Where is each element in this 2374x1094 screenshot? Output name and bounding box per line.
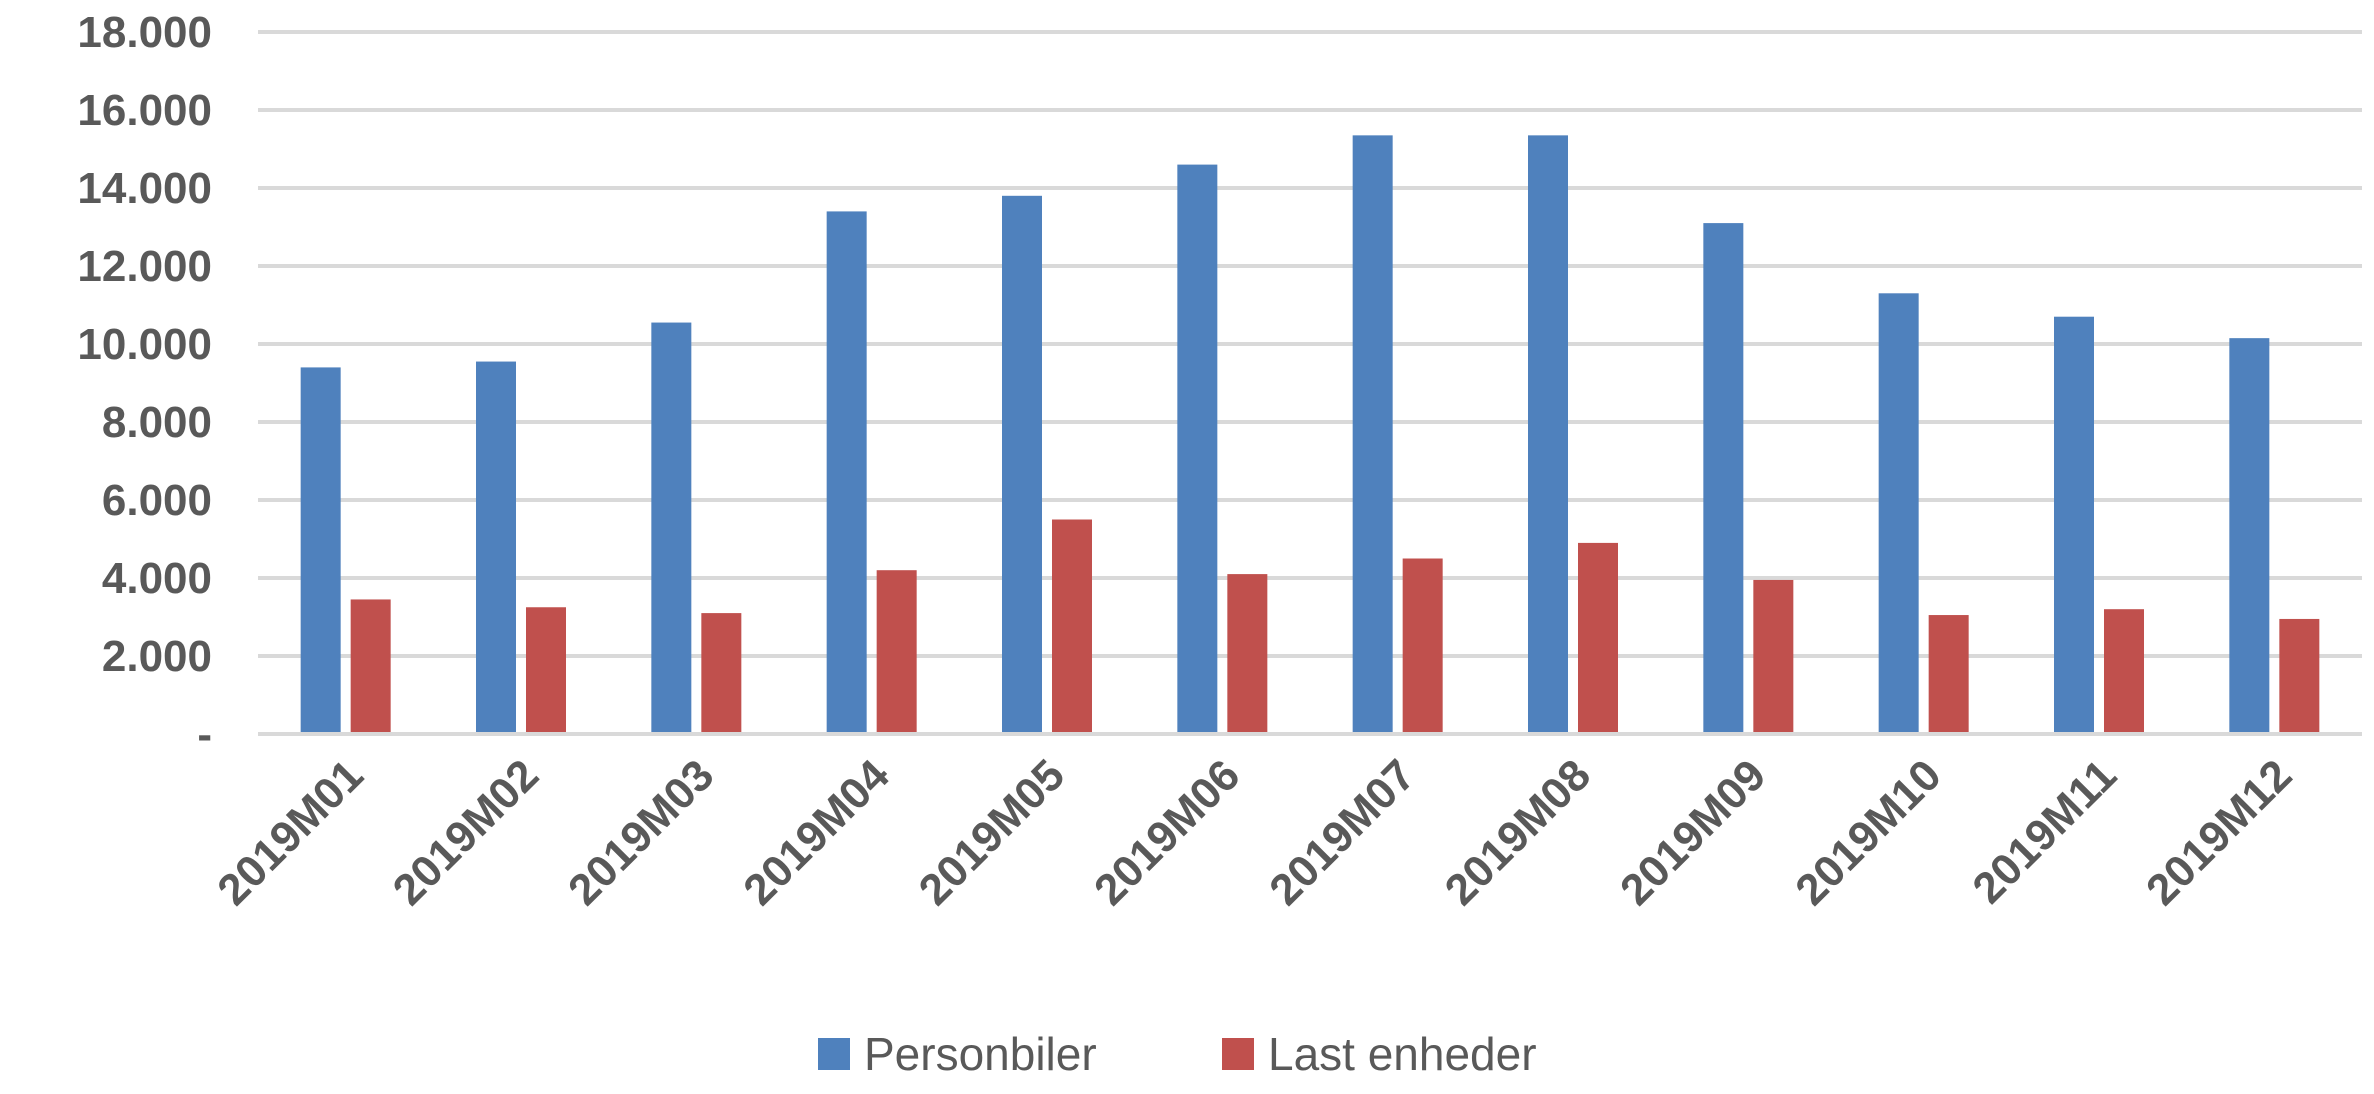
legend-label: Last enheder [1268, 1028, 1537, 1080]
bar-last-enheder-2019M03 [701, 613, 742, 734]
y-tick-label: 14.000 [77, 164, 212, 213]
bar-personbiler-2019M12 [2229, 338, 2270, 734]
x-tick-label: 2019M06 [1085, 750, 1249, 914]
bar-personbiler-2019M08 [1528, 135, 1568, 735]
y-tick-label: 12.000 [77, 242, 212, 291]
bar-last-enheder-2019M09 [1753, 579, 1794, 734]
x-tick-label: 2019M03 [559, 750, 723, 914]
bar-personbiler-2019M11 [2054, 316, 2094, 734]
bar-personbiler-2019M02 [476, 361, 516, 734]
bar-last-enheder-2019M06 [1227, 574, 1268, 734]
y-tick-label: 8.000 [102, 398, 212, 447]
x-tick-label: 2019M08 [1436, 750, 1600, 914]
y-tick-label: 6.000 [102, 476, 212, 525]
x-tick-label: 2019M02 [384, 750, 548, 914]
x-axis-ticks: 2019M01 2019M02 2019M03 2019M04 2019M05 2019M… [208, 750, 2301, 915]
x-tick-label: 2019M04 [734, 750, 899, 915]
bar-last-enheder-2019M10 [1928, 615, 1969, 734]
bar-last-enheder-2019M07 [1402, 558, 1443, 734]
bar-last-enheder-2019M08 [1578, 542, 1618, 734]
legend-swatch [818, 1038, 850, 1070]
bar-last-enheder-2019M05 [1052, 519, 1092, 734]
bar-personbiler-2019M03 [651, 322, 692, 734]
y-tick-label: - [197, 710, 212, 759]
legend-label: Personbiler [864, 1028, 1097, 1080]
bar-personbiler-2019M07 [1352, 135, 1393, 735]
bar-last-enheder-2019M01 [350, 599, 391, 734]
bar-personbiler-2019M04 [826, 211, 867, 734]
y-tick-label: 18.000 [77, 8, 212, 57]
y-tick-label: 10.000 [77, 320, 212, 369]
x-tick-label: 2019M07 [1260, 750, 1424, 914]
x-tick-label: 2019M12 [2137, 750, 2301, 914]
x-tick-label: 2019M09 [1611, 750, 1775, 914]
bars [258, 135, 2362, 736]
gridlines [258, 30, 2362, 736]
y-axis-ticks: - 2.000 4.000 6.000 8.000 10.000 12.000 14.000 1… [77, 8, 212, 759]
bar-personbiler-2019M09 [1703, 223, 1744, 734]
bar-last-enheder-2019M12 [2279, 618, 2320, 734]
bar-personbiler-2019M01 [300, 367, 341, 734]
y-tick-label: 16.000 [77, 86, 212, 135]
x-tick-label: 2019M01 [208, 750, 372, 914]
bar-personbiler-2019M06 [1177, 164, 1218, 735]
legend-swatch [1222, 1038, 1254, 1070]
x-tick-label: 2019M11 [1963, 750, 2126, 913]
legend: Personbiler Last enheder [818, 1028, 1537, 1080]
x-tick-label: 2019M10 [1786, 750, 1950, 914]
bar-personbiler-2019M10 [1878, 293, 1919, 734]
bar-personbiler-2019M05 [1002, 195, 1042, 735]
x-tick-label: 2019M05 [910, 750, 1074, 914]
y-tick-label: 2.000 [102, 632, 212, 681]
bar-last-enheder-2019M02 [526, 607, 566, 734]
bar-last-enheder-2019M04 [876, 570, 917, 734]
bar-last-enheder-2019M11 [2104, 609, 2144, 734]
y-tick-label: 4.000 [102, 554, 212, 603]
